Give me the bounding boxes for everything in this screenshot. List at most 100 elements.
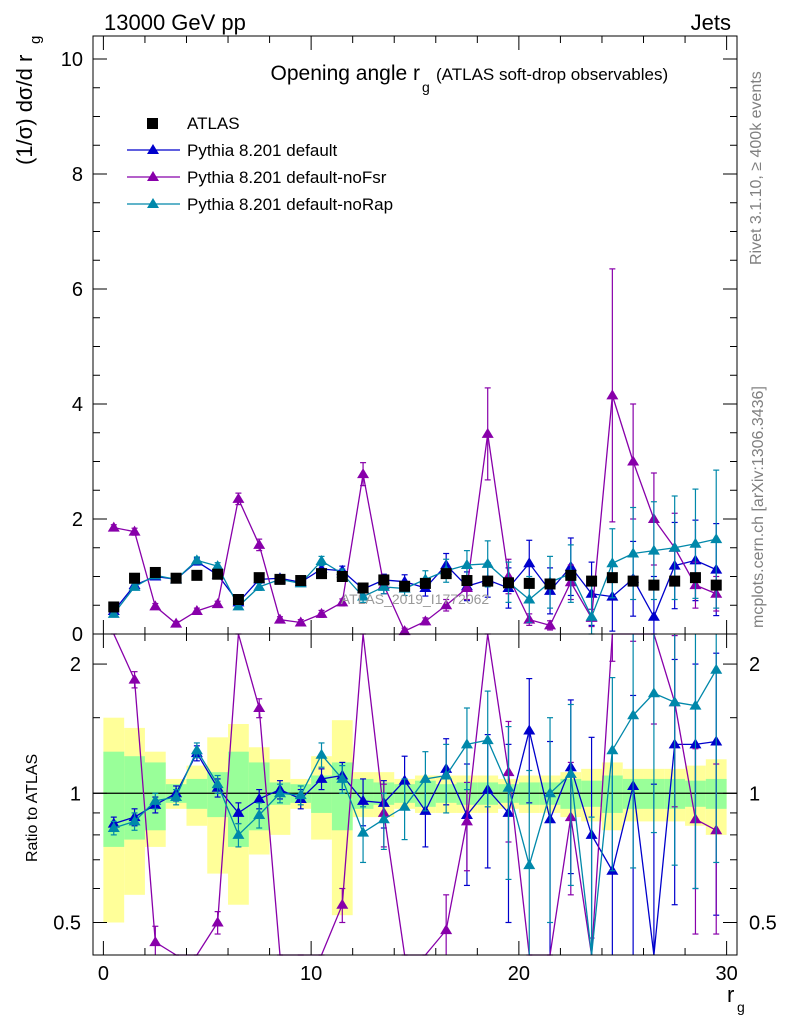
- main-point: [647, 544, 660, 555]
- main-point: [253, 538, 266, 549]
- ratio-ytick-label: 2: [70, 654, 81, 676]
- main-title-suffix: (ATLAS soft-drop observables): [436, 65, 668, 84]
- main-point: [128, 580, 141, 591]
- atlas-point: [170, 572, 182, 584]
- atlas-point: [482, 575, 494, 587]
- atlas-point: [461, 575, 473, 587]
- ratio-point: [253, 809, 266, 820]
- atlas-point: [544, 578, 556, 590]
- atlas-point: [129, 572, 141, 584]
- main-point: [481, 557, 494, 568]
- main-point: [481, 427, 494, 438]
- main-point: [689, 537, 702, 548]
- ratio-point: [294, 789, 307, 800]
- main-point: [398, 625, 411, 636]
- atlas-point: [149, 566, 161, 578]
- main-point: [170, 617, 183, 628]
- ratio-band-inner: [311, 775, 332, 813]
- ratio-ytick-label-right: 0.5: [749, 912, 777, 934]
- ratio-point: [253, 702, 266, 713]
- rivet-label: Rivet 3.1.10, ≥ 400k events: [748, 71, 765, 265]
- main-ytick-label: 0: [72, 624, 83, 646]
- ratio-point: [149, 936, 162, 947]
- ratio-point: [190, 744, 203, 755]
- main-ytick-label: 4: [72, 394, 83, 416]
- ratio-point: [627, 709, 640, 720]
- atlas-point: [399, 580, 411, 592]
- legend-marker-nofsr: [147, 171, 159, 181]
- ratio-axis-ticks: 0.5 0.51 12 20 10 20 30: [53, 634, 777, 985]
- atlas-point: [336, 571, 348, 582]
- legend-label-norap: Pythia 8.201 default-noRap: [187, 195, 393, 214]
- ratio-point: [398, 800, 411, 811]
- ratio-point: [668, 696, 681, 707]
- ratio-point: [149, 794, 162, 805]
- main-point: [232, 600, 245, 611]
- ratio-point: [170, 791, 183, 802]
- atlas-point: [502, 577, 514, 589]
- ratio-point: [377, 813, 390, 824]
- ratio-point: [440, 924, 453, 935]
- main-point: [627, 455, 640, 466]
- atlas-point: [253, 572, 265, 584]
- atlas-point: [316, 568, 328, 580]
- main-point: [419, 615, 432, 626]
- atlas-point: [232, 594, 244, 605]
- main-point: [440, 599, 453, 610]
- ratio-point: [315, 772, 328, 783]
- ratio-point: [107, 822, 120, 833]
- ratio-ytick-label: 1: [70, 783, 81, 805]
- xtick-label: 20: [508, 963, 530, 985]
- xtick-label: 0: [98, 963, 109, 985]
- main-point: [232, 492, 245, 503]
- main-point: [128, 525, 141, 536]
- main-plot-area: [107, 268, 723, 636]
- ratio-frame: [92, 633, 738, 956]
- atlas-point: [689, 572, 701, 584]
- mcplots-label: mcplots.cern.ch [arXiv:1306.3436]: [750, 386, 767, 628]
- ratio-ytick-label: 0.5: [53, 912, 81, 934]
- ratio-point: [211, 778, 224, 789]
- legend: ATLAS Pythia 8.201 default Pythia 8.201 …: [127, 114, 393, 214]
- atlas-point: [565, 569, 577, 581]
- xlabel: r: [727, 982, 734, 1007]
- ratio-series-line: [113, 669, 717, 956]
- ratio-plot-area: [93, 633, 737, 956]
- main-ytick-label: 8: [72, 164, 83, 186]
- ratio-point: [336, 772, 349, 783]
- ratio-point: [211, 916, 224, 927]
- legend-label-default: Pythia 8.201 default: [187, 141, 338, 160]
- ratio-point: [419, 772, 432, 783]
- main-point: [107, 607, 120, 618]
- main-point: [544, 619, 557, 630]
- header-right: Jets: [691, 10, 731, 35]
- main-point: [107, 521, 120, 532]
- ratio-point: [544, 787, 557, 798]
- atlas-point: [586, 575, 598, 587]
- ratio-point: [440, 769, 453, 780]
- main-point: [190, 605, 203, 615]
- main-point: [357, 590, 370, 601]
- main-point: [357, 468, 370, 479]
- legend-label-atlas: ATLAS: [187, 114, 240, 133]
- main-point: [190, 554, 203, 565]
- main-title: Opening angle r: [271, 62, 420, 85]
- main-point: [273, 613, 286, 624]
- header-left: 13000 GeV pp: [104, 10, 246, 35]
- main-point: [211, 560, 224, 571]
- main-point: [315, 554, 328, 565]
- ratio-point: [128, 673, 141, 684]
- main-panel: 0 2 4 6 8 10 Opening angle r g (ATLAS soft-dr…: [12, 35, 738, 646]
- ratio-point: [710, 663, 723, 674]
- main-axis-ticks: 0 2 4 6 8 10: [61, 36, 737, 646]
- ratio-point: [460, 815, 473, 826]
- main-point: [585, 610, 598, 621]
- atlas-point: [419, 577, 431, 589]
- main-point: [315, 607, 328, 618]
- ratio-point: [357, 826, 370, 837]
- main-series-atlas: [108, 566, 722, 613]
- ratio-band-inner: [103, 751, 125, 847]
- xtick-label: 30: [715, 963, 737, 985]
- ratio-point: [523, 859, 536, 870]
- ratio-point: [564, 767, 577, 778]
